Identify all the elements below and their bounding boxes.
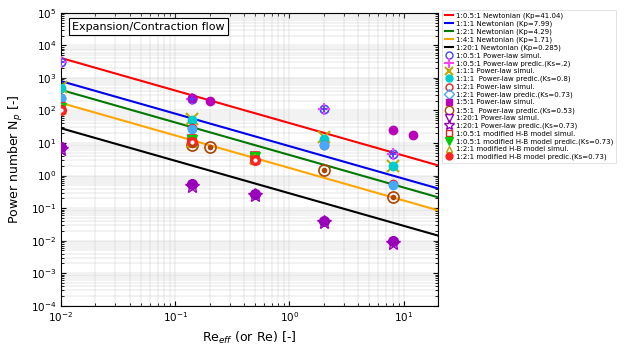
- X-axis label: Re$_{eff}$ (or Re) [-]: Re$_{eff}$ (or Re) [-]: [202, 330, 297, 346]
- Text: Expansion/Contraction flow: Expansion/Contraction flow: [72, 22, 225, 32]
- Legend: 1:0.5:1 Newtonian (Kp=41.04), 1:1:1 Newtonian (Kp=7.99), 1:2:1 Newtonian (Kp=4.2: 1:0.5:1 Newtonian (Kp=41.04), 1:1:1 Newt…: [442, 10, 616, 163]
- Y-axis label: Power number N$_p$ [-]: Power number N$_p$ [-]: [7, 95, 25, 224]
